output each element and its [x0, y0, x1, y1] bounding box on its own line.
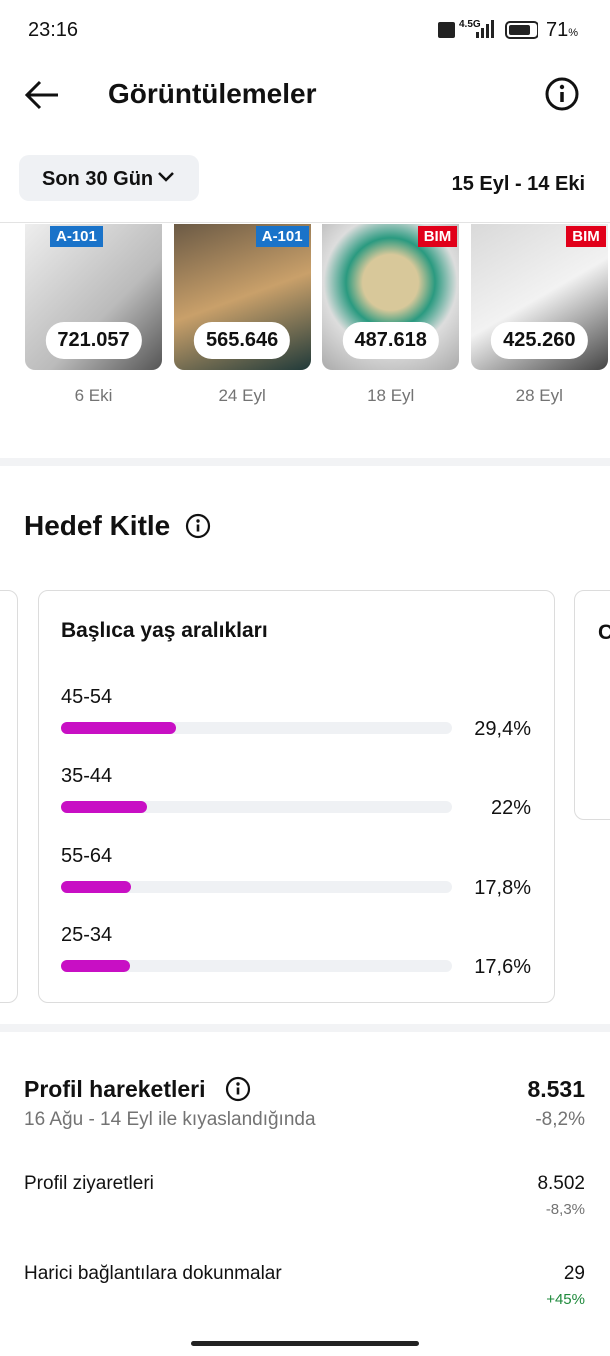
clock: 23:16: [28, 19, 79, 41]
total: 8.531: [527, 1076, 585, 1102]
section-separator: [0, 1024, 610, 1032]
row-change: -8,3%: [545, 1201, 585, 1218]
battery-unit: %: [568, 27, 579, 39]
row-value: 8.502: [537, 1173, 585, 1194]
date-range: 15 Eyl - 14 Eki: [451, 173, 585, 195]
percentage: 17,6%: [474, 955, 531, 978]
bar: [61, 722, 176, 734]
age-card: [38, 590, 555, 1003]
badge: A-101: [255, 226, 309, 247]
age-range: 25-34: [61, 923, 113, 946]
age-range: 35-44: [61, 765, 113, 788]
period-label: Son 30 Gün: [42, 168, 154, 190]
row-change: +45%: [546, 1291, 585, 1308]
chevron: [158, 172, 174, 182]
post-date: 28 Eyl: [515, 386, 563, 405]
badge: BIM: [417, 226, 458, 247]
badge: A-101: [50, 226, 103, 247]
view-count: 425.260: [491, 322, 588, 359]
period-dropdown[interactable]: Son 30 Gün: [19, 155, 199, 201]
prev-card[interactable]: [0, 590, 18, 1003]
card-title: Başlıca yaş aralıkları: [61, 619, 268, 642]
battery-level: 71: [546, 19, 569, 41]
info-icon[interactable]: [185, 513, 211, 539]
battery: 71%: [546, 19, 578, 42]
section-title: Hedef Kitle: [24, 510, 171, 541]
info-icon[interactable]: [225, 1076, 251, 1102]
comparison: 16 Ağu - 14 Eyl ile kıyaslandığında: [24, 1109, 316, 1130]
bar: [61, 959, 130, 972]
post-date: 6 Eki: [74, 386, 113, 405]
post-thumbnail[interactable]: A-101 565.646: [173, 224, 311, 370]
next-card-title: C: [598, 621, 610, 645]
view-count: 565.646: [193, 322, 291, 359]
post-thumbnail[interactable]: A-101 721.057: [25, 224, 162, 370]
section-separator: [0, 458, 610, 466]
bar-track: [61, 801, 452, 814]
total-change: -8,2%: [535, 1109, 585, 1130]
bar-track: [61, 959, 452, 972]
row-label: Profil ziyaretleri: [24, 1173, 154, 1194]
page-title: Görüntülemeler: [108, 78, 317, 109]
percentage: 17,8%: [474, 876, 531, 899]
back-button[interactable]: [24, 80, 60, 110]
percentage: 29,4%: [474, 718, 531, 740]
status-icons: [438, 20, 538, 39]
age-range: 45-54: [61, 686, 113, 708]
post-thumbnail[interactable]: BIM 425.260: [470, 224, 608, 370]
view-count: 487.618: [342, 322, 439, 359]
post-thumbnail[interactable]: BIM 487.618: [322, 224, 460, 370]
info-button[interactable]: [545, 77, 579, 111]
home-indicator: [191, 1341, 419, 1346]
percentage: 22%: [490, 797, 531, 820]
network: 4.5G: [459, 19, 481, 30]
bar: [61, 801, 148, 814]
divider: [0, 222, 610, 223]
badge: BIM: [566, 226, 606, 247]
row-label: Harici bağlantılara dokunmalar: [24, 1263, 282, 1284]
view-count: 721.057: [45, 322, 142, 359]
row-value: 29: [563, 1263, 585, 1284]
next-card[interactable]: C: [574, 590, 610, 820]
bar: [61, 880, 131, 893]
section-title: Profil hareketleri: [24, 1076, 206, 1102]
post-date: 18 Eyl: [367, 386, 415, 405]
bar-track: [61, 880, 452, 893]
age-range: 55-64: [61, 844, 113, 867]
post-date: 24 Eyl: [218, 386, 266, 405]
